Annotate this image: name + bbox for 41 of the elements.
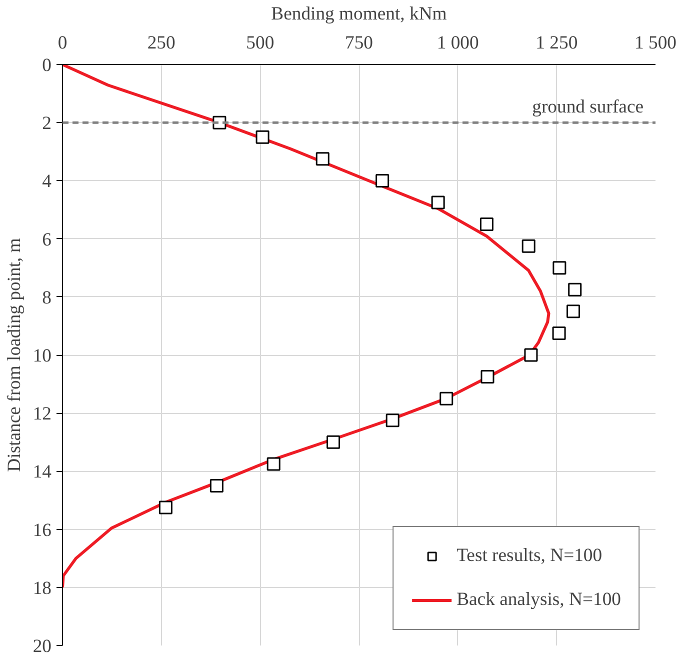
x-axis-title: Bending moment, kNm	[271, 4, 448, 24]
y-tick-label: 0	[42, 55, 52, 76]
point	[566, 304, 580, 318]
point	[552, 261, 566, 275]
point	[568, 282, 582, 296]
point	[326, 435, 340, 449]
ref-line-label: ground surface	[532, 96, 644, 118]
point	[440, 392, 454, 406]
point	[266, 457, 280, 471]
x-tick-label: 500	[246, 32, 274, 54]
y-tick-label: 10	[32, 346, 52, 366]
point	[316, 152, 330, 166]
point	[552, 326, 566, 340]
point	[431, 196, 445, 210]
point	[480, 218, 494, 232]
x-tick-label: 750	[345, 32, 373, 54]
point	[522, 239, 536, 253]
x-tick-label: 1 500	[634, 32, 676, 54]
point	[480, 370, 494, 384]
y-axis-title: Distance from loading point, m	[4, 238, 25, 472]
y-tick-label: 8	[42, 287, 52, 308]
legend-label: Back analysis, N=100	[456, 589, 621, 611]
y-tick-label: 6	[42, 229, 52, 250]
legend-label: Test results, N=100	[456, 545, 602, 567]
point	[256, 130, 270, 144]
point	[524, 348, 538, 362]
y-tick-label: 16	[32, 520, 52, 541]
point	[210, 478, 224, 492]
point	[158, 500, 172, 514]
y-tick-label: 12	[32, 404, 52, 425]
y-tick-label: 4	[42, 171, 52, 192]
point	[376, 174, 390, 188]
x-tick-label: 1 250	[536, 32, 578, 54]
x-tick-label: 1 000	[436, 32, 479, 54]
y-tick-label: 18	[32, 578, 52, 599]
x-tick-label: 0	[58, 32, 68, 54]
y-tick-label: 14	[32, 462, 52, 483]
y-tick-label: 20	[32, 636, 52, 655]
x-tick-label: 250	[147, 32, 176, 54]
y-tick-label: 2	[42, 113, 52, 134]
point	[386, 414, 400, 428]
